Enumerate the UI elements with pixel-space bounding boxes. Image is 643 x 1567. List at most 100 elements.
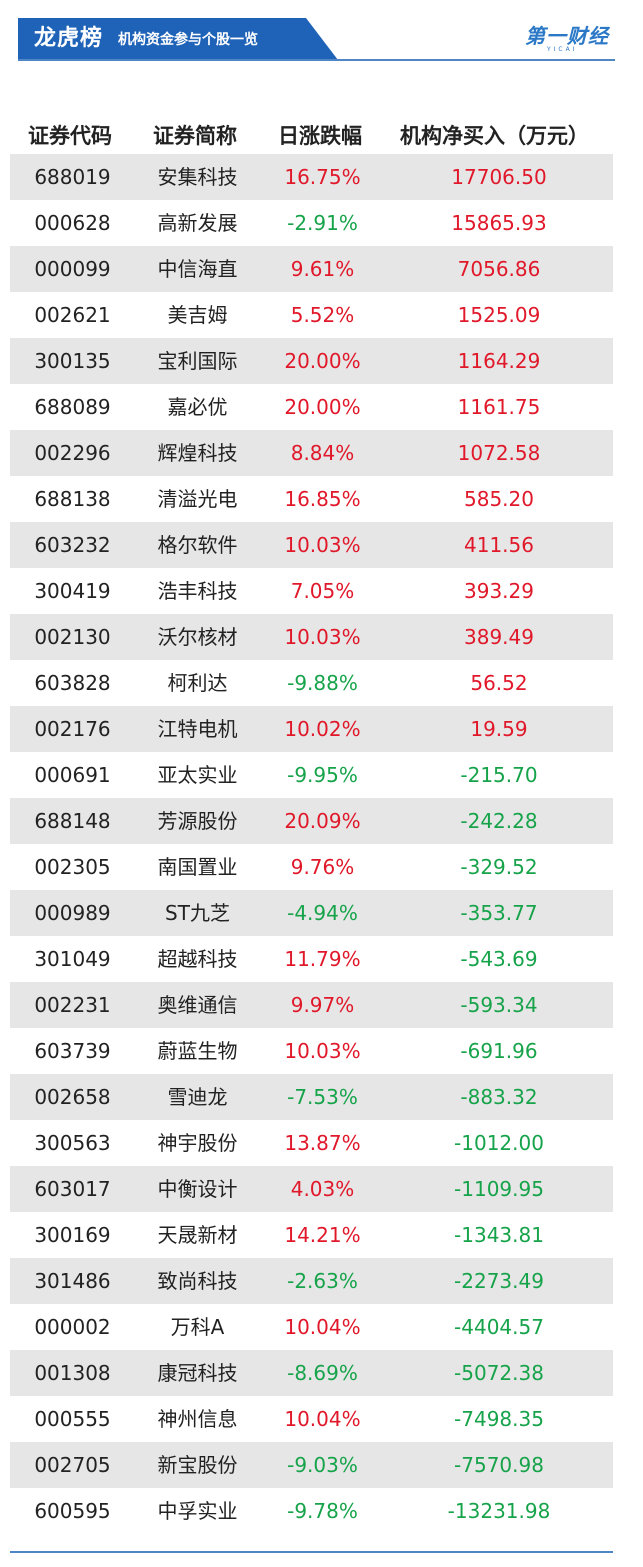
stock-name: 江特电机 [157,717,238,741]
stock-code: 603017 [34,1177,111,1201]
header-code: 证券代码 [28,124,112,148]
table-row: 688138 清溢光电 16.85% 585.20 [10,476,613,522]
stock-name: 安集科技 [157,165,238,189]
daily-change: 10.04% [284,1315,361,1339]
daily-change: 9.61% [290,257,355,281]
daily-change: 10.02% [284,717,361,741]
table-row: 000691 亚太实业 -9.95% -215.70 [10,752,613,798]
stock-code: 002705 [34,1453,111,1477]
page-subtitle: 机构资金参与个股一览 [118,32,258,48]
daily-change: -9.95% [287,763,358,787]
stock-code: 001308 [34,1361,111,1385]
stock-name: 美吉姆 [167,303,228,327]
table-body: 688019 安集科技 16.75% 17706.50 000628 高新发展 -2.91%… [10,154,613,1534]
institution-net-buy: 1525.09 [457,303,541,327]
banner-background [18,18,338,60]
stock-code: 300563 [34,1131,111,1155]
stock-code: 000555 [34,1407,111,1431]
stock-code: 002658 [34,1085,111,1109]
table-row: 002231 奥维通信 9.97% -593.34 [10,982,613,1028]
daily-change: 8.84% [290,441,355,465]
daily-change: 20.09% [284,809,361,833]
stock-name: 高新发展 [157,211,238,235]
daily-change: 4.03% [290,1177,355,1201]
table-row: 000628 高新发展 -2.91% 15865.93 [10,200,613,246]
institution-net-buy: 411.56 [464,533,534,557]
stock-name: 神州信息 [157,1407,238,1431]
daily-change: 10.03% [284,625,361,649]
stock-name: ST九芝 [165,901,230,925]
institution-net-buy: -543.69 [460,947,538,971]
institution-net-buy: 393.29 [464,579,534,603]
institution-net-buy: 17706.50 [451,165,547,189]
table-row: 603017 中衡设计 4.03% -1109.95 [10,1166,613,1212]
stock-code: 603828 [34,671,111,695]
stock-name: 浩丰科技 [157,579,238,603]
stock-name: 奥维通信 [157,993,238,1017]
stock-name: 康冠科技 [157,1361,238,1385]
daily-change: -7.53% [287,1085,358,1109]
institution-net-buy: -691.96 [460,1039,538,1063]
table-row: 688019 安集科技 16.75% 17706.50 [10,154,613,200]
stock-name: 辉煌科技 [157,441,238,465]
header-net-buy: 机构净买入（万元） [400,124,589,148]
table-row: 301049 超越科技 11.79% -543.69 [10,936,613,982]
stock-code: 300419 [34,579,111,603]
stock-code: 603232 [34,533,111,557]
table-row: 688089 嘉必优 20.00% 1161.75 [10,384,613,430]
table-row: 300563 神宇股份 13.87% -1012.00 [10,1120,613,1166]
institution-net-buy: -1343.81 [454,1223,544,1247]
stock-name: 中信海直 [157,257,238,281]
daily-change: -2.91% [287,211,358,235]
header-name: 证券简称 [153,124,237,148]
daily-change: -8.69% [287,1361,358,1385]
stock-name: 芳源股份 [157,809,238,833]
institution-net-buy: 585.20 [464,487,534,511]
table-row: 000989 ST九芝 -4.94% -353.77 [10,890,613,936]
institution-net-buy: 1164.29 [457,349,541,373]
table-row: 001308 康冠科技 -8.69% -5072.38 [10,1350,613,1396]
institution-net-buy: -7498.35 [454,1407,544,1431]
stock-name: 柯利达 [167,671,228,695]
header-change: 日涨跌幅 [278,124,362,148]
daily-change: -2.63% [287,1269,358,1293]
stock-name: 中孚实业 [157,1499,238,1523]
stock-name: 蔚蓝生物 [157,1039,238,1063]
institution-net-buy: -7570.98 [454,1453,544,1477]
table-row: 300169 天晟新材 14.21% -1343.81 [10,1212,613,1258]
table-row: 300419 浩丰科技 7.05% 393.29 [10,568,613,614]
table-header: 证券代码 证券简称 日涨跌幅 机构净买入（万元） [10,118,613,154]
stock-name: 新宝股份 [157,1453,238,1477]
institution-net-buy: 1161.75 [457,395,541,419]
institution-net-buy: 7056.86 [457,257,541,281]
stock-name: 万科A [170,1315,225,1339]
table-row: 603739 蔚蓝生物 10.03% -691.96 [10,1028,613,1074]
stock-code: 688138 [34,487,111,511]
stock-name: 雪迪龙 [167,1085,228,1109]
stock-name: 清溢光电 [157,487,238,511]
daily-change: 9.97% [290,993,355,1017]
stock-name: 嘉必优 [167,395,228,419]
stock-code: 000628 [34,211,111,235]
institution-net-buy: -215.70 [460,763,538,787]
logo-text: 第一财经 [525,24,609,48]
daily-change: 13.87% [284,1131,361,1155]
table-row: 002705 新宝股份 -9.03% -7570.98 [10,1442,613,1488]
daily-change: -9.88% [287,671,358,695]
table-row: 002621 美吉姆 5.52% 1525.09 [10,292,613,338]
title-banner: 龙虎榜 机构资金参与个股一览 [18,18,338,60]
table-row: 603232 格尔软件 10.03% 411.56 [10,522,613,568]
daily-change: 11.79% [284,947,361,971]
stock-name: 沃尔核材 [157,625,238,649]
institution-net-buy: -1012.00 [454,1131,544,1155]
table-row: 000099 中信海直 9.61% 7056.86 [10,246,613,292]
stock-code: 600595 [34,1499,111,1523]
table-row: 002296 辉煌科技 8.84% 1072.58 [10,430,613,476]
daily-change: 9.76% [290,855,355,879]
institution-net-buy: -883.32 [460,1085,538,1109]
institution-net-buy: -353.77 [460,901,538,925]
daily-change: 20.00% [284,349,361,373]
stock-name: 致尚科技 [157,1269,238,1293]
table-row: 002658 雪迪龙 -7.53% -883.32 [10,1074,613,1120]
stock-code: 300169 [34,1223,111,1247]
